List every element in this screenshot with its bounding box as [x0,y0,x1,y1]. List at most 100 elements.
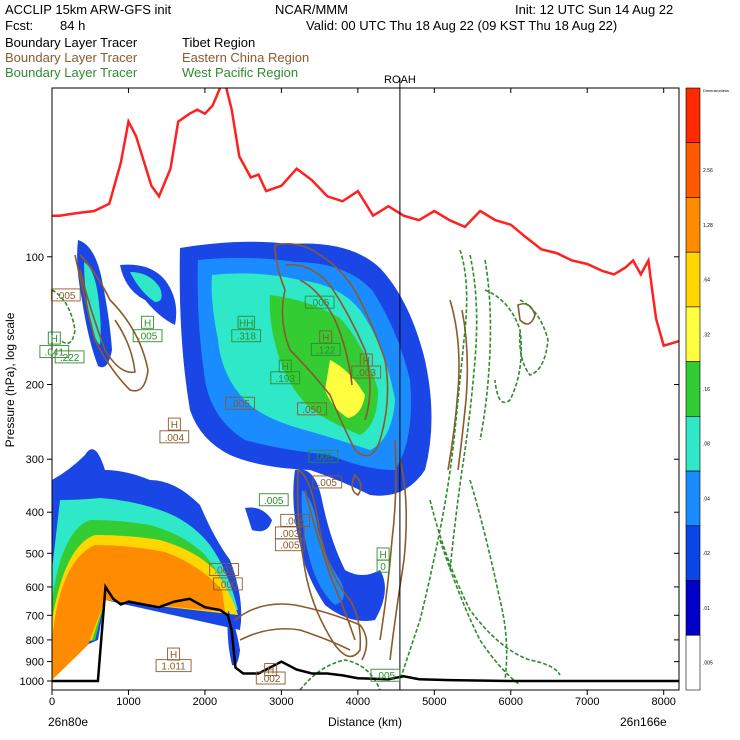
contour-label-box [225,396,255,410]
contour-label: H [144,318,151,329]
org-label: NCAR/MMM [275,2,348,17]
contour-label-box [312,475,343,489]
ec-contour-right-b [457,309,469,471]
ec-contour-upper [274,242,389,457]
filled-contours [52,240,432,680]
tropopause-line [52,88,679,348]
y-axis-title: Pressure (hPa), log scale [3,312,17,447]
y-axis-ticks: 100 200 300 400 500 600 700 800 900 1000 [20,252,679,688]
colorbar-swatch [685,142,701,198]
plot-frame [51,87,680,691]
colorbar-level: .005 [703,661,713,667]
ec-contour-left [74,254,149,392]
ec-contour-ring-left [351,473,362,497]
y-tick-label: 900 [26,657,44,669]
y-tick-label: 100 [26,252,44,264]
contour-label-box [132,329,163,343]
y-tick-label: 1000 [20,676,44,688]
contour-label: .005 [285,516,305,527]
colorbar-swatch [685,361,701,417]
contour-label-box [280,513,311,527]
ec-contour-left-2 [79,269,136,374]
tracer-shade-topleft-cyan [130,272,162,302]
contour-label: .003 [280,529,300,540]
colorbar-level: 1.28 [703,223,713,229]
contour-label: .005 [264,496,284,507]
contour-label-box [304,295,335,309]
colorbar-title: Dimensionless [703,88,729,93]
x-tick-label: 4000 [346,696,370,708]
contour-label-box [155,659,192,673]
y-tick-label: 200 [26,380,44,392]
colorbar-level: .01 [703,606,710,612]
tracer-region-eastern-china: Eastern China Region [182,50,310,65]
ec-contour-low [234,603,368,661]
ec-contour-right-a [447,299,460,471]
contour-label-box [237,315,255,329]
contour-label: H [267,666,274,677]
colorbar-swatch [685,470,701,527]
contour-label: .005 [314,452,334,463]
contour-label: .004 [165,433,185,444]
contour-label-box [47,331,61,345]
x-axis-ticks: 0 1000 2000 3000 4000 5000 6000 7000 8000 [49,88,676,708]
y-tick-label: 600 [26,582,44,594]
contour-label: .222 [60,353,80,364]
wp-contour-left [52,289,76,345]
contour-label: .005 [280,541,300,552]
terrain-line [52,583,679,683]
contour-label: .005 [230,399,250,410]
contour-labels: .005H.041.222H.005H.004HH.318H.193.005.0… [39,288,401,685]
contour-label: H [51,334,58,345]
contour-label: .005 [138,332,158,343]
contour-label-box [308,449,339,463]
contour-label-box [167,417,181,431]
x-tick-label: 5000 [422,696,446,708]
contour-label-box [141,315,155,329]
tracer-region-west-pacific: West Pacific Region [182,65,299,80]
contour-label: 0 [380,562,386,573]
contour-label: .005 [310,298,330,309]
wp-contour-outer [484,289,523,404]
contour-label-box [54,350,85,364]
contour-label: .318 [236,332,256,343]
contour-label: .050 [302,405,322,416]
contour-label: H [170,650,177,661]
fcst-value: 84 h [60,18,86,33]
contour-label: H [171,420,178,431]
colorbar-swatch [685,580,701,636]
contour-label-box [159,430,190,444]
x-tick-label: 0 [49,696,55,708]
ec-contour-ring-right [517,302,536,325]
tracer-region-tibet: Tibet Region [182,35,256,50]
ec-contour-vertical-b [389,459,408,661]
ec-contour-low-2 [239,627,351,651]
y-tick-label: 500 [26,548,44,560]
contour-label-box [231,329,262,343]
x-tick-label: 3000 [269,696,293,708]
contour-label: .193 [275,374,295,385]
contour-label: H [379,550,386,561]
y-tick-label: 300 [26,454,44,466]
contour-label-box [370,668,401,682]
contour-label-box [209,563,239,576]
x-axis-title: Distance (km) [328,715,402,729]
colorbar-swatch [685,306,701,362]
contour-label: .005 [318,478,338,489]
wp-contour-main-a [399,249,468,681]
tracer-name-west-pacific: Boundary Layer Tracer [5,65,138,80]
wp-contour-lower-b [439,539,521,686]
contour-label: .003 [214,566,234,577]
contour-label: .041 [45,348,65,359]
colorbar-swatch [685,87,701,144]
eastern-china-contours [74,242,536,661]
contour-label-box [264,663,278,676]
contour-label: HH [239,318,253,329]
colorbar-swatch [685,634,701,691]
tracer-shade-upper-yellow [325,360,365,418]
x-tick-label: 6000 [499,696,523,708]
valid-time: Valid: 00 UTC Thu 18 Aug 22 (09 KST Thu … [306,18,618,33]
colorbar-level: .04 [703,496,710,502]
colorbar-level: .02 [703,551,710,557]
